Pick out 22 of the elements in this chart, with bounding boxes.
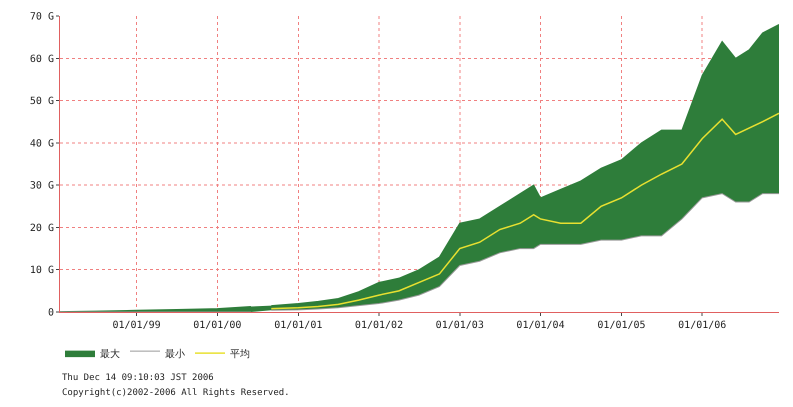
y-tick-label: 20 G <box>30 222 54 234</box>
legend-label: 最大 <box>100 348 120 360</box>
x-tick-label: 01/01/05 <box>597 320 646 331</box>
y-tick-label: 60 G <box>30 54 54 65</box>
legend-label: 平均 <box>230 348 250 360</box>
y-tick-label: 0 <box>48 308 54 318</box>
x-tick-label: 01/01/01 <box>274 320 322 331</box>
x-tick-label: 01/01/04 <box>516 320 565 331</box>
legend-label: 最小 <box>165 348 185 360</box>
x-tick-label: 01/01/06 <box>678 320 726 331</box>
y-tick-label: 10 G <box>30 265 54 276</box>
y-tick-label: 40 G <box>30 138 54 150</box>
line-series <box>270 112 779 310</box>
x-tick-label: 01/01/03 <box>436 320 484 331</box>
y-tick-label: 70 G <box>30 12 54 22</box>
y-tick-label: 30 G <box>30 180 54 192</box>
x-tick-label: 01/01/99 <box>112 320 161 331</box>
text: Thu Dec 14 09:10:03 JST 2006 <box>62 373 214 383</box>
text: Copyright(c)2002-2006 All Rights Reserved. <box>62 388 290 398</box>
x-tick-label: 01/01/02 <box>354 320 404 331</box>
x-tick-label: 01/01/00 <box>193 320 242 331</box>
y-tick-label: 50 G <box>30 96 54 108</box>
